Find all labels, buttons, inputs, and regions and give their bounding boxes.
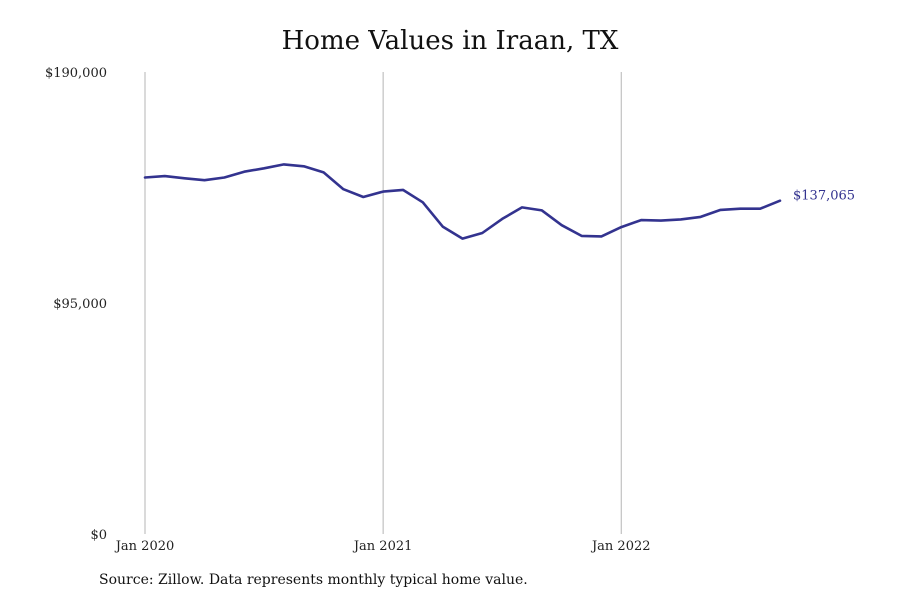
series-layer [143,163,782,240]
chart-title: Home Values in Iraan, TX [281,26,619,56]
y-tick-label: $0 [90,528,107,543]
x-tick-label: Jan 2021 [352,539,413,554]
x-tick-label: Jan 2020 [114,539,175,554]
y-tick-label: $190,000 [45,66,107,81]
y-tick-label: $95,000 [53,297,107,312]
source-note: Source: Zillow. Data represents monthly … [99,572,528,588]
grid-lines [144,72,622,534]
end-value-layer: $137,065 [793,189,855,204]
series-line [143,163,782,240]
y-axis-labels: $0 $95,000 $190,000 [45,66,107,543]
x-axis-labels: Jan 2020 Jan 2021 Jan 2022 [114,539,651,554]
end-value-label: $137,065 [793,189,855,204]
x-tick-label: Jan 2022 [590,539,651,554]
